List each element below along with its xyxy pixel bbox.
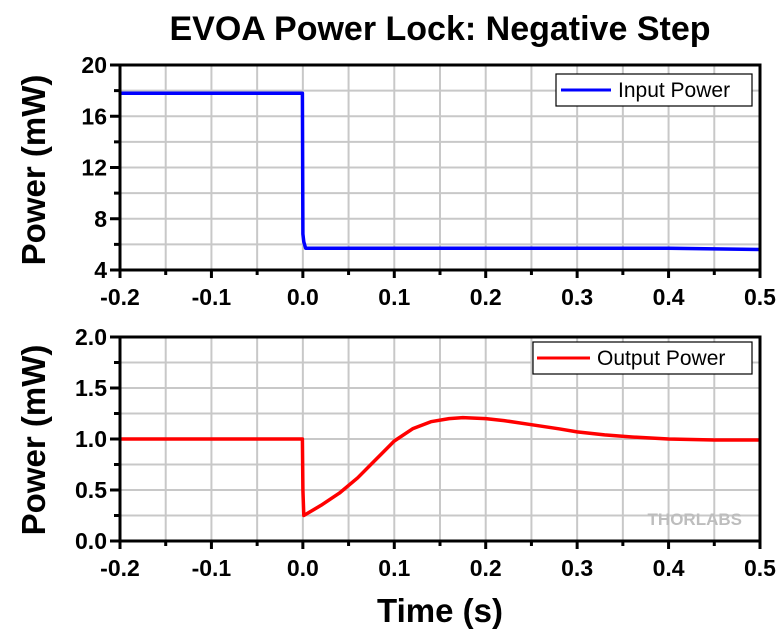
thorlabs-watermark: THORLABS bbox=[648, 510, 742, 529]
top-x-tick-label: -0.2 bbox=[100, 284, 140, 310]
x-axis-label: Time (s) bbox=[377, 592, 503, 629]
bottom-x-tick-label: -0.1 bbox=[192, 555, 232, 581]
bottom-x-tick-label: -0.2 bbox=[100, 555, 140, 581]
top-y-axis-label: Power (mW) bbox=[15, 75, 52, 266]
bottom-y-tick-label: 2.0 bbox=[75, 324, 107, 350]
top-y-tick-label: 8 bbox=[94, 206, 107, 232]
top-x-tick-label: 0.3 bbox=[561, 284, 593, 310]
top-x-tick-label: 0.1 bbox=[378, 284, 410, 310]
output-power-line bbox=[120, 415, 760, 518]
chart-title: EVOA Power Lock: Negative Step bbox=[170, 10, 711, 48]
bottom-y-tick-label: 0.0 bbox=[75, 528, 107, 554]
top-x-tick-label: 0.2 bbox=[470, 284, 502, 310]
bottom-x-tick-label: 0.3 bbox=[561, 555, 593, 581]
top-y-tick-label: 4 bbox=[94, 257, 107, 283]
bottom-legend: Output Power bbox=[532, 341, 753, 375]
top-panel: -0.2 -0.1 0.0 0.1 0.2 0.3 0.4 0.5 4 8 12 16 20 Input… bbox=[15, 52, 776, 310]
bottom-y-tick-label: 1.0 bbox=[75, 426, 107, 452]
top-y-tick-label: 20 bbox=[81, 52, 107, 78]
bottom-legend-label: Output Power bbox=[597, 347, 725, 370]
bottom-x-tick-label: 0.4 bbox=[653, 555, 685, 581]
top-legend: Input Power bbox=[555, 73, 753, 107]
bottom-y-tick-label: 1.5 bbox=[75, 375, 107, 401]
top-x-tick-label: 0.5 bbox=[744, 284, 776, 310]
top-x-tick-label: 0.0 bbox=[287, 284, 319, 310]
bottom-y-tick-label: 0.5 bbox=[75, 477, 107, 503]
bottom-x-tick-label: 0.0 bbox=[287, 555, 319, 581]
bottom-x-tick-label: 0.2 bbox=[470, 555, 502, 581]
top-x-tick-label: 0.4 bbox=[653, 284, 685, 310]
top-y-tick-label: 16 bbox=[81, 103, 107, 129]
top-legend-label: Input Power bbox=[618, 79, 730, 102]
bottom-x-tick-label: 0.1 bbox=[378, 555, 410, 581]
input-power-line bbox=[120, 91, 761, 252]
bottom-x-tick-label: 0.5 bbox=[744, 555, 776, 581]
top-x-tick-label: -0.1 bbox=[192, 284, 232, 310]
bottom-ticks: -0.2 -0.1 0.0 0.1 0.2 0.3 0.4 0.5 0.0 0.5 1.0 1.5 2.… bbox=[75, 324, 776, 581]
top-y-tick-label: 12 bbox=[81, 155, 107, 181]
bottom-panel: THORLABS -0.2 -0.1 0.0 0.1 0.2 0.3 0.4 0.5 0.0 0.… bbox=[15, 324, 776, 629]
top-ticks: -0.2 -0.1 0.0 0.1 0.2 0.3 0.4 0.5 4 8 12 16 20 bbox=[81, 52, 776, 310]
bottom-y-axis-label: Power (mW) bbox=[15, 345, 52, 536]
